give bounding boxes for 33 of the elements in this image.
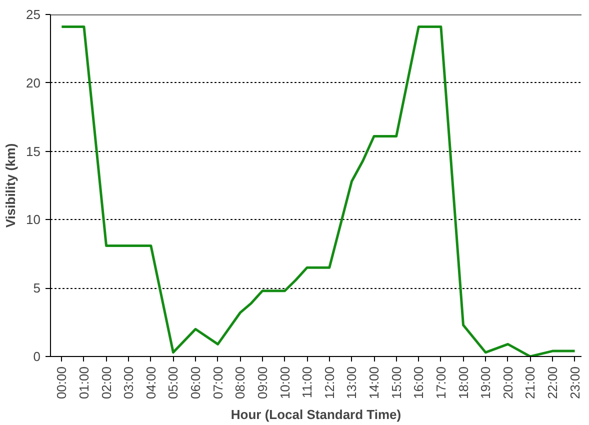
x-tick-label: 13:00 xyxy=(344,366,360,400)
y-tick-label: 25 xyxy=(26,7,41,22)
x-tick-label: 00:00 xyxy=(54,366,70,400)
x-tick-label: 20:00 xyxy=(500,366,516,400)
x-tick-label: 04:00 xyxy=(143,366,158,400)
x-tick-label: 11:00 xyxy=(300,366,315,398)
x-tick-label: 02:00 xyxy=(98,366,114,400)
x-tick-label: 23:00 xyxy=(567,366,582,400)
x-tick-label: 16:00 xyxy=(411,366,426,400)
x-tick-label: 09:00 xyxy=(254,366,270,400)
y-axis-title: Visibility (km) xyxy=(3,143,18,228)
x-tick-label: 14:00 xyxy=(366,366,382,400)
x-tick-label: 06:00 xyxy=(188,366,204,400)
y-tick-label: 5 xyxy=(33,280,41,296)
y-tick-label: 20 xyxy=(26,75,41,90)
y-tick-label: 15 xyxy=(26,144,41,159)
y-tick-label: 0 xyxy=(33,349,41,364)
x-axis-title: Hour (Local Standard Time) xyxy=(230,407,402,422)
y-tick-label: 10 xyxy=(26,212,41,228)
x-tick-label: 07:00 xyxy=(210,366,226,400)
x-tick-label: 15:00 xyxy=(388,366,404,400)
x-tick-label: 18:00 xyxy=(456,366,471,400)
x-tick-label: 03:00 xyxy=(121,366,136,400)
x-tick-label: 08:00 xyxy=(232,366,248,400)
line-series xyxy=(60,26,576,356)
x-tick-label: 12:00 xyxy=(322,366,337,400)
x-tick-label: 05:00 xyxy=(166,366,181,400)
x-tick-label: 21:00 xyxy=(522,366,538,400)
x-tick-label: 01:00 xyxy=(76,366,92,400)
x-tick-label: 19:00 xyxy=(478,366,494,400)
x-tick-label: 17:00 xyxy=(433,366,448,400)
x-tick-label: 10:00 xyxy=(277,366,292,400)
x-tick-label: 22:00 xyxy=(544,366,560,400)
